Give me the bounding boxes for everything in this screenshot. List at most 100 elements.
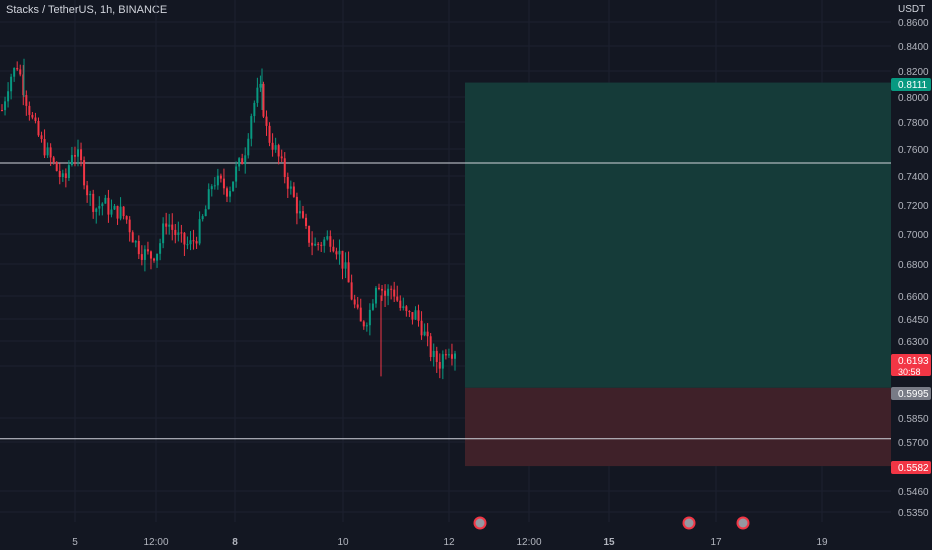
candle-body	[7, 91, 10, 102]
price-tick-label: 0.6450	[898, 315, 929, 326]
candle-body	[399, 300, 402, 308]
candle-body	[350, 282, 353, 300]
price-tick-label: 0.7800	[898, 118, 929, 129]
candle-body	[396, 296, 399, 301]
candle-body	[19, 69, 22, 75]
candle-body	[153, 258, 156, 261]
candle-body	[371, 303, 374, 310]
time-tick-label: 10	[337, 537, 349, 548]
candle-body	[177, 232, 180, 235]
candle-body	[92, 193, 95, 212]
target-badge-text: 0.8111	[898, 80, 928, 91]
time-tick-label: 19	[816, 537, 828, 548]
candle-body	[198, 219, 201, 244]
current-price-badge	[891, 354, 931, 376]
price-tick-label: 0.7400	[898, 172, 929, 183]
candle-body	[116, 205, 119, 219]
candle-body	[22, 74, 25, 96]
candle-body	[149, 251, 152, 259]
time-tick-label: 5	[72, 537, 78, 548]
candle-body	[107, 197, 110, 215]
candle-body	[52, 157, 55, 163]
candle-body	[104, 197, 107, 204]
candle-body	[216, 175, 219, 186]
candle-body	[156, 253, 159, 261]
candle-body	[295, 196, 298, 214]
candle-body	[168, 224, 171, 227]
candle-body	[28, 105, 31, 115]
candle-body	[137, 240, 140, 255]
candle-body	[332, 246, 335, 252]
candle-body	[159, 243, 162, 254]
candle-body	[423, 331, 426, 336]
candle-body	[301, 211, 304, 218]
price-axis[interactable]: USDT 0.8600 0.8400 0.8200 0.8000 0.7800 0.7600…	[898, 4, 929, 519]
candles	[1, 58, 456, 380]
candle-body	[101, 203, 104, 207]
candle-body	[435, 350, 438, 362]
candle-body	[274, 145, 277, 150]
candle-body	[420, 320, 423, 336]
price-tick-label: 0.6600	[898, 292, 929, 303]
candle-body	[80, 149, 83, 161]
candle-body	[405, 306, 408, 311]
candle-body	[344, 262, 347, 269]
candle-body	[390, 288, 393, 290]
candle-body	[55, 162, 58, 171]
price-tick-label: 0.8400	[898, 42, 929, 53]
time-axis[interactable]: 5 12:00 8 10 12 12:00 15 17 19	[72, 537, 828, 548]
candle-body	[353, 299, 356, 305]
candle-body	[46, 147, 49, 156]
candle-body	[414, 310, 417, 320]
candle-body	[323, 239, 326, 246]
event-markers[interactable]	[473, 516, 750, 530]
time-tick-label: 12:00	[143, 537, 168, 548]
candle-body	[250, 116, 253, 139]
candle-body	[277, 145, 280, 157]
candle-body	[271, 142, 274, 150]
candle-body	[86, 185, 89, 196]
time-tick-label: 15	[603, 537, 615, 548]
candle-body	[341, 250, 344, 269]
candle-body	[256, 87, 259, 103]
price-tick-label: 0.5350	[898, 508, 929, 519]
candle-body	[225, 188, 228, 197]
candle-body	[408, 310, 411, 313]
candle-body	[268, 125, 271, 143]
candle-body	[308, 225, 311, 243]
candle-body	[438, 361, 441, 369]
time-tick-label: 12:00	[516, 537, 541, 548]
candle-body	[311, 242, 314, 246]
candle-body	[70, 155, 73, 166]
candle-body	[232, 181, 235, 192]
candle-body	[280, 156, 283, 159]
horizontal-lines[interactable]	[0, 162, 891, 440]
candle-body	[31, 114, 34, 118]
candle-body	[289, 186, 292, 189]
candle-body	[235, 166, 238, 182]
candle-body	[314, 243, 317, 246]
candle-body	[229, 191, 232, 197]
candle-body	[320, 244, 323, 246]
candle-body	[122, 206, 125, 217]
candle-body	[165, 223, 168, 227]
candle-body	[186, 244, 189, 246]
entry-badge	[891, 387, 931, 400]
candle-body	[262, 83, 265, 117]
time-tick-label: 8	[232, 537, 238, 548]
candle-body	[381, 288, 384, 291]
candle-body	[207, 189, 210, 210]
price-tick-label: 0.8200	[898, 67, 929, 78]
candle-body	[241, 158, 244, 165]
candle-body	[326, 236, 329, 240]
candle-body	[253, 102, 256, 117]
candle-body	[49, 147, 52, 158]
profit-zone	[465, 82, 891, 388]
candle-body	[335, 251, 338, 255]
candle-body	[183, 232, 186, 245]
candle-body	[365, 325, 368, 327]
current-price-badge-text: 0.6193	[898, 356, 929, 367]
candle-body	[73, 155, 76, 157]
candle-body	[338, 250, 341, 255]
